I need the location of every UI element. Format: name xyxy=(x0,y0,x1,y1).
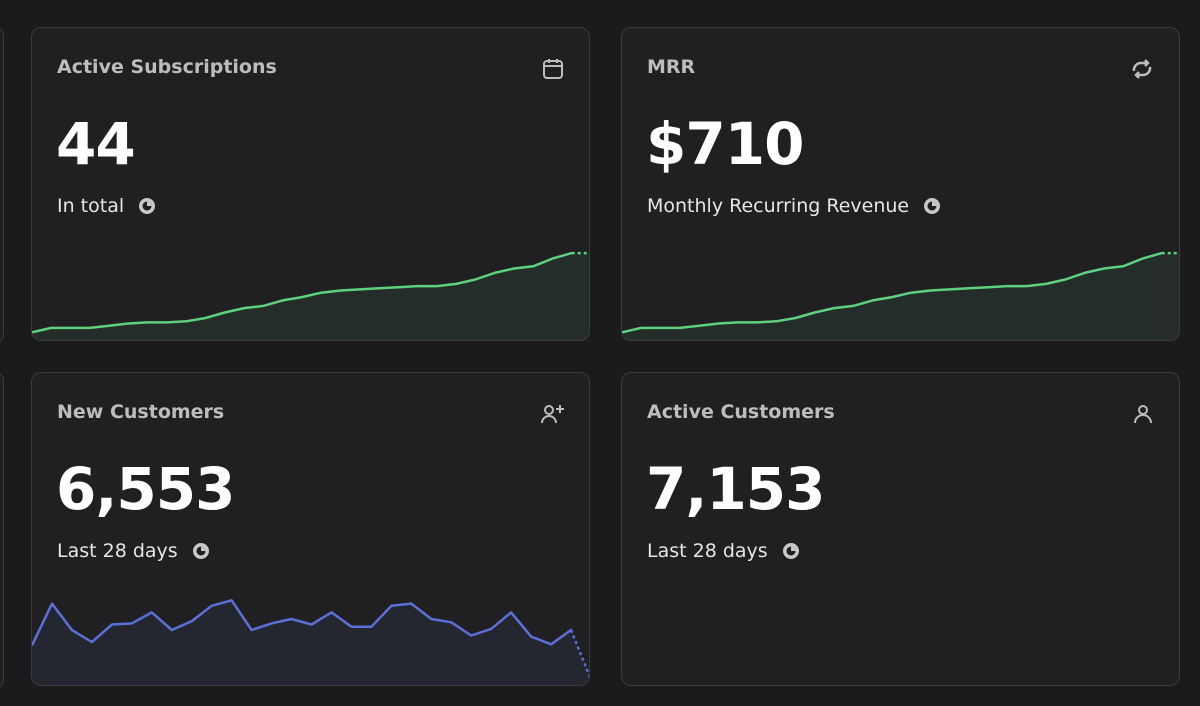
sparkline-area xyxy=(32,253,589,340)
info-icon[interactable] xyxy=(782,542,800,560)
stat-card: Active Customers 7,153 Last 28 days xyxy=(621,372,1180,686)
card-subtitle: Monthly Recurring Revenue xyxy=(647,195,910,217)
user-icon xyxy=(1134,405,1152,424)
card-subtitle-row: Last 28 days xyxy=(647,540,800,562)
card-subtitle-row: Last 28 days xyxy=(57,540,210,562)
card-title: Active Subscriptions xyxy=(57,56,277,78)
card-title: Active Customers xyxy=(647,401,835,423)
card-subtitle: In total xyxy=(57,195,125,217)
card-title: MRR xyxy=(647,56,696,78)
user-plus-icon xyxy=(541,405,564,424)
card-value: 6,553 xyxy=(56,455,235,523)
calendar-icon xyxy=(543,59,563,79)
sparkline xyxy=(32,251,589,340)
card-subtitle: Last 28 days xyxy=(57,540,178,562)
sparkline-area xyxy=(32,600,589,685)
card-subtitle: Last 28 days xyxy=(647,540,768,562)
sparkline xyxy=(622,251,1179,340)
info-icon[interactable] xyxy=(923,197,941,215)
card-value: $710 xyxy=(646,110,804,178)
side-card-edge xyxy=(0,372,4,688)
info-icon[interactable] xyxy=(138,197,156,215)
stat-card: New Customers 6,553 Last 28 days xyxy=(31,372,590,686)
sparkline-line xyxy=(32,599,589,678)
card-subtitle-row: Monthly Recurring Revenue xyxy=(647,195,941,217)
sparkline xyxy=(32,599,589,685)
stat-card: Active Subscriptions 44 In total xyxy=(31,27,590,341)
info-icon[interactable] xyxy=(192,542,210,560)
sparkline-line xyxy=(32,251,589,334)
sparkline-line xyxy=(622,251,1179,334)
stat-card: MRR $710 Monthly Recurring Revenue xyxy=(621,27,1180,341)
sparkline-area xyxy=(622,253,1179,340)
card-subtitle-row: In total xyxy=(57,195,156,217)
card-value: 7,153 xyxy=(646,455,825,523)
side-card-edge xyxy=(0,27,4,343)
card-value: 44 xyxy=(56,110,136,178)
refresh-icon xyxy=(1132,59,1152,79)
card-title: New Customers xyxy=(57,401,225,423)
